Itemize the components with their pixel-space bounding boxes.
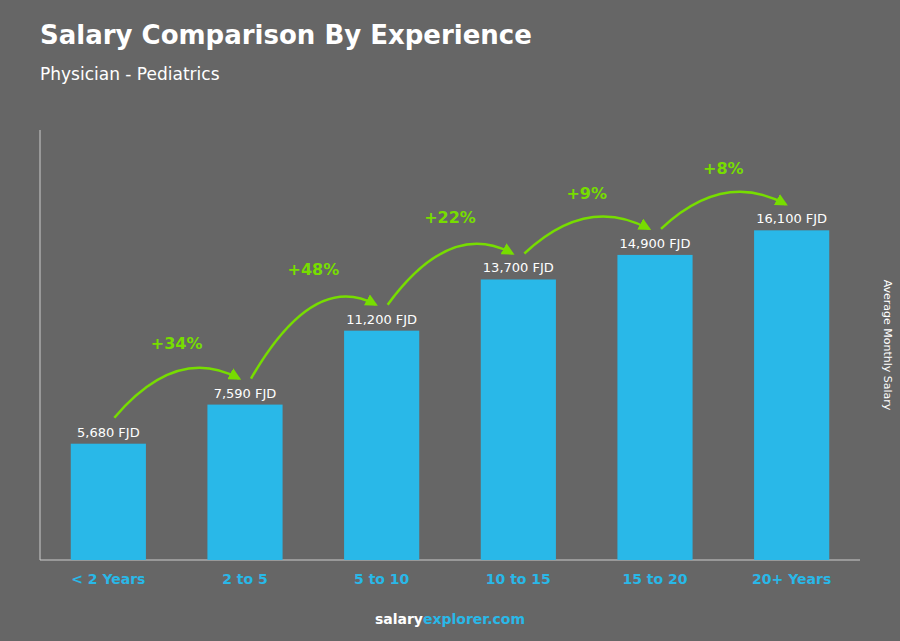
annotation: +34% <box>151 334 203 353</box>
change-arrow <box>661 192 786 229</box>
x-axis-line <box>40 560 860 561</box>
bar <box>481 279 556 560</box>
chart-container: Salary Comparison By Experience Physician… <box>0 0 900 641</box>
bar <box>617 255 692 560</box>
x-tick-label: < 2 Years <box>71 571 145 587</box>
y-axis-label: Average Monthly Salary <box>881 280 894 411</box>
bar <box>754 230 829 560</box>
chart: Salary Comparison By Experience Physician… <box>0 0 900 641</box>
subtitle: Physician - Pediatrics <box>40 64 220 84</box>
x-tick-label: 10 to 15 <box>486 571 551 587</box>
x-tick-label: 2 to 5 <box>222 571 268 587</box>
annotation: +9% <box>566 184 607 203</box>
data-label: 11,200 FJD <box>346 312 417 327</box>
footer: salaryexplorer.com <box>375 611 525 627</box>
annotation: +8% <box>703 159 744 178</box>
annotation: +48% <box>287 260 339 279</box>
background <box>0 0 900 641</box>
change-arrow <box>524 216 649 253</box>
change-arrow <box>388 244 513 305</box>
footer-part: explorer.com <box>423 611 525 627</box>
change-arrow <box>251 297 376 379</box>
x-tick-label: 20+ Years <box>752 571 831 587</box>
bar <box>207 405 282 560</box>
x-tick-label: 5 to 10 <box>354 571 410 587</box>
data-label: 14,900 FJD <box>620 236 691 251</box>
title: Salary Comparison By Experience <box>40 20 532 50</box>
data-label: 7,590 FJD <box>214 386 277 401</box>
change-arrow <box>114 368 239 418</box>
bars <box>71 230 830 560</box>
bar <box>71 444 146 560</box>
annotation: +22% <box>424 208 476 227</box>
bar <box>344 331 419 560</box>
x-tick-label: 15 to 20 <box>622 571 687 587</box>
data-label: 13,700 FJD <box>483 260 554 275</box>
y-axis-line <box>40 130 41 560</box>
data-label: 5,680 FJD <box>77 425 140 440</box>
data-label: 16,100 FJD <box>756 211 827 226</box>
footer-part: salary <box>375 611 423 627</box>
